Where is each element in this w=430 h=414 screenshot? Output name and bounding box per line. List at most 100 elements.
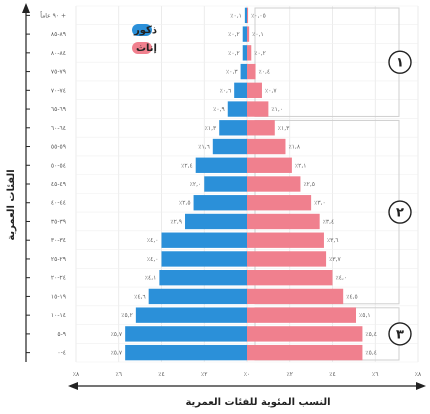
bar-male: [242, 45, 247, 61]
data-label-male: ٪٢,٤: [181, 162, 193, 169]
data-label-female: ٪٠,٧: [265, 87, 277, 94]
y-axis-label: الفئات العمرية: [6, 169, 17, 240]
legend: ذكور إناث: [132, 24, 157, 54]
x-tick-label: ٪٦: [372, 371, 378, 378]
grid: [75, 5, 419, 363]
data-label-male: ٪٢,٥: [179, 200, 191, 207]
data-label-female: ٪٠,١: [252, 31, 264, 38]
data-label-female: ٪٥,١: [359, 312, 371, 319]
legend-swatch-male: [132, 24, 152, 36]
x-axis-left-arrowhead: [68, 382, 78, 390]
category-label: ٤٩-٤٥: [51, 181, 66, 188]
data-label-male: ٪٢,٠: [190, 181, 202, 188]
group-brackets: ١ ٢ ٣: [254, 7, 412, 361]
data-labels: ٪٠,١ ٪٠,٢ ٪٠,٢ ٪٠,٣ ٪٠,٦ ٪٠,٩ ٪١,٣ ٪١,٦ ٪٢,٤ ٪٢,٠…: [111, 12, 377, 356]
category-label: ٦٤-٦٠: [51, 125, 66, 132]
data-label-male: ٪٠,٢: [228, 31, 240, 38]
bar-female: [247, 270, 333, 286]
bar-male: [219, 120, 247, 136]
data-label-male: ٪٤,٠: [147, 237, 159, 244]
data-label-male: ٪٤,٠: [147, 256, 159, 263]
category-label: ١٩-١٥: [51, 293, 66, 300]
bar-male: [244, 7, 247, 24]
category-label: ٩٠ عاماً +: [40, 11, 66, 19]
group-number-circle: [388, 200, 412, 224]
bar-male: [204, 176, 247, 192]
bar-male: [161, 251, 247, 267]
bars: [125, 7, 363, 361]
x-tick-label: ٪٨: [415, 371, 422, 378]
category-label: ٤٤-٤٠: [51, 200, 66, 207]
data-label-female: ٪٥,٤: [365, 350, 377, 357]
data-label-male: ٪٥,٧: [111, 350, 123, 357]
bar-male: [240, 63, 247, 80]
data-label-female: ٪٢,١: [295, 162, 307, 169]
category-label: ٩-٥: [57, 331, 66, 338]
group-number: ١: [396, 56, 404, 71]
data-label-male: ٪٤,١: [145, 275, 157, 282]
category-label: ٤-٠: [57, 350, 66, 357]
data-label-male: ٪١,٣: [205, 125, 217, 132]
bar-male: [159, 270, 247, 286]
bar-female: [247, 288, 344, 305]
data-label-female: ٪١,٣: [278, 125, 290, 132]
bar-female: [247, 45, 252, 61]
legend-label-female: إناث: [136, 43, 157, 54]
x-tick-label: ٪٨: [73, 371, 80, 378]
category-label: ١٤-١٠: [51, 312, 66, 319]
x-axis-right-arrowhead: [416, 382, 426, 390]
data-label-female: ٪٠,٤: [259, 69, 271, 76]
x-tick-label: ٪٤: [329, 371, 335, 378]
bar-female: [247, 232, 324, 248]
bar-male: [234, 82, 247, 98]
y-axis-arrowhead: [22, 3, 30, 13]
data-label-male: ٪٥,٧: [111, 331, 123, 338]
category-label: ٧٤-٧٠: [51, 87, 66, 94]
data-label-female: ٪٣,٤: [323, 218, 335, 225]
category-label: ٢٤-٢٠: [51, 275, 66, 282]
bar-female: [247, 213, 320, 230]
category-tick-labels: ٩٠ عاماً + ٨٩-٨٥ ٨٤-٨٠ ٧٩-٧٥ ٧٤-٧٠ ٦٩-٦٥ ٦٤-٦٠…: [26, 11, 66, 357]
bar-male: [195, 157, 247, 173]
x-tick-label: ٪٤: [158, 371, 164, 378]
bar-female: [247, 344, 363, 361]
x-axis-label: النسب المئوية للفئات العمرية: [185, 397, 330, 408]
category-label: ٧٩-٧٥: [51, 69, 66, 76]
bar-female: [247, 176, 301, 192]
x-tick-label: ٪٦: [116, 371, 122, 378]
data-label-female: ٪١,٠: [271, 106, 283, 113]
bar-female: [247, 157, 292, 173]
category-label: ٨٤-٨٠: [51, 50, 66, 57]
category-label: ٥٩-٥٥: [51, 144, 66, 151]
bar-female: [247, 63, 256, 80]
bar-female: [247, 82, 262, 98]
bar-female: [247, 326, 363, 342]
data-label-male: ٪٠,٦: [220, 87, 232, 94]
data-label-female: ٪٠,٢: [254, 50, 266, 57]
x-tick-label: ٪٢: [201, 371, 207, 378]
bar-female: [247, 120, 275, 136]
group-number: ٢: [396, 206, 404, 221]
data-label-female: ٪٠,٠٥: [251, 12, 266, 19]
x-tick-labels: ٪٨ ٪٦ ٪٤ ٪٢ ٪٠ ٪٢ ٪٤ ٪٦ ٪٨: [73, 371, 422, 378]
bar-female: [247, 26, 250, 42]
data-label-female: ٪٥,٤: [365, 331, 377, 338]
bar-female: [247, 7, 249, 24]
data-label-female: ٪١,٨: [288, 144, 300, 151]
group-number: ٣: [396, 327, 404, 342]
data-label-female: ٪٣,٠: [314, 200, 326, 207]
bar-male: [193, 195, 247, 211]
category-label: ٢٩-٢٥: [51, 256, 66, 263]
category-label: ٥٤-٥٠: [51, 162, 66, 169]
category-label: ٨٩-٨٥: [51, 31, 66, 38]
data-label-female: ٪٢,٥: [303, 181, 315, 188]
bar-male: [148, 288, 247, 305]
bar-female: [247, 307, 357, 323]
bar-female: [247, 195, 312, 211]
bar-male: [227, 101, 247, 117]
bar-male: [161, 232, 247, 248]
x-tick-label: ٪٢: [287, 371, 293, 378]
bar-male: [125, 326, 247, 342]
category-label: ٣٤-٣٠: [51, 237, 66, 244]
data-label-female: ٪٣,٦: [327, 237, 339, 244]
